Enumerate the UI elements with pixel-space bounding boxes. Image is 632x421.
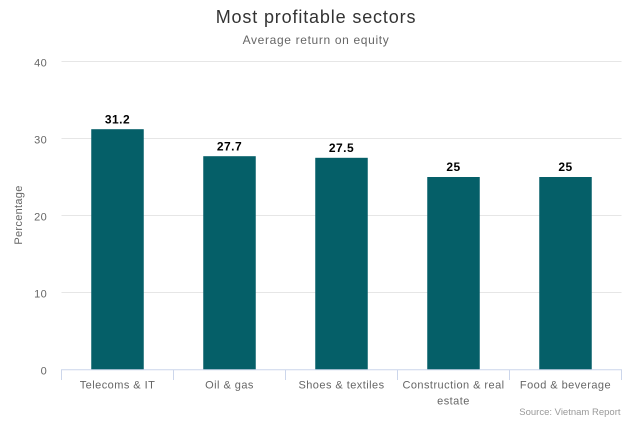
svg-text:0: 0 [41, 366, 47, 378]
svg-text:Most profitable sectors: Most profitable sectors [216, 7, 417, 27]
svg-text:25: 25 [558, 160, 572, 174]
svg-text:25: 25 [446, 160, 460, 174]
svg-text:20: 20 [34, 212, 47, 224]
svg-text:Source: Vietnam Report: Source: Vietnam Report [519, 407, 621, 418]
svg-text:10: 10 [34, 289, 47, 301]
svg-text:Oil & gas: Oil & gas [205, 380, 254, 392]
svg-text:Telecoms & IT: Telecoms & IT [80, 380, 156, 392]
svg-text:30: 30 [34, 134, 47, 146]
svg-text:31.2: 31.2 [105, 112, 130, 126]
svg-text:Percentage: Percentage [13, 185, 25, 244]
svg-text:Food & beverage: Food & beverage [520, 380, 611, 392]
svg-text:estate: estate [437, 396, 470, 408]
svg-text:Shoes & textiles: Shoes & textiles [298, 380, 384, 392]
svg-text:Average return on equity: Average return on equity [243, 33, 390, 47]
svg-text:27.5: 27.5 [329, 141, 354, 155]
svg-text:40: 40 [34, 57, 47, 69]
svg-text:Construction & real: Construction & real [402, 380, 504, 392]
svg-text:27.7: 27.7 [217, 139, 242, 153]
